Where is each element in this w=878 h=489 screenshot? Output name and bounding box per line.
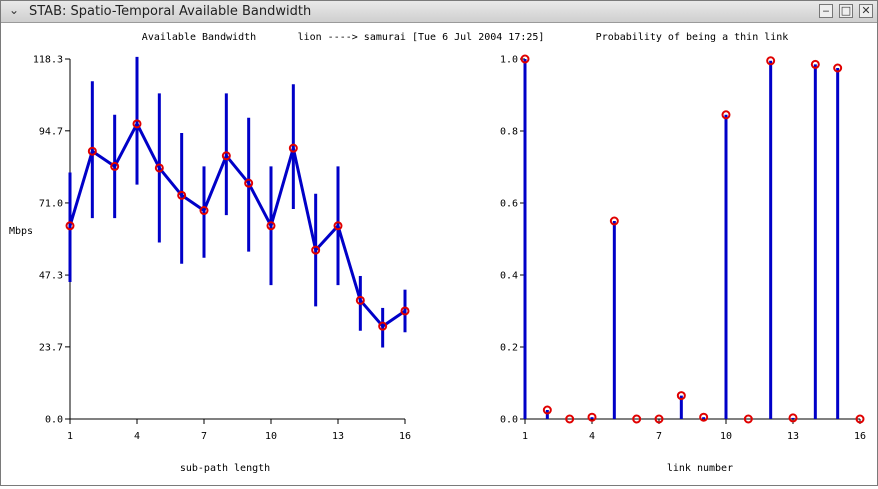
y-tick-label-0-4: 94.7: [39, 126, 63, 137]
y-tick-label-0-3: 71.0: [39, 198, 63, 209]
data-point-0-9: [266, 221, 276, 231]
x-tick-label-0-2: 7: [201, 431, 207, 442]
data-point-1-13: [810, 59, 820, 69]
data-point-1-12: [788, 413, 798, 423]
chart-title-1: Probability of being a thin link: [596, 32, 789, 43]
data-point-0-7: [221, 151, 231, 161]
data-point-0-11: [311, 245, 321, 255]
data-point-1-9: [721, 110, 731, 120]
x-tick-label-1-0: 1: [522, 431, 528, 442]
data-point-0-3: [132, 119, 142, 129]
y-tick-label-1-3: 0.6: [500, 199, 518, 210]
data-point-0-10: [288, 143, 298, 153]
data-point-1-1: [542, 405, 552, 415]
x-tick-label-1-5: 16: [854, 431, 866, 442]
x-tick-label-1-2: 7: [656, 431, 662, 442]
data-point-0-0: [65, 221, 75, 231]
series-line-0: [68, 122, 406, 328]
x-tick-label-0-3: 10: [265, 431, 277, 442]
plots-canvas: lion ----> samurai [Tue 6 Jul 2004 17:25…: [9, 32, 866, 474]
x-tick-label-0-0: 1: [67, 431, 73, 442]
y-tick-label-0-1: 23.7: [39, 342, 63, 353]
y-tick-label-1-1: 0.2: [500, 343, 518, 354]
data-point-1-3: [587, 412, 597, 422]
data-point-1-4: [609, 216, 619, 226]
x-tick-label-1-3: 10: [720, 431, 732, 442]
minimize-icon[interactable]: ‒: [819, 4, 833, 18]
y-axis-label-0: Mbps: [9, 226, 33, 237]
x-tick-label-0-4: 13: [332, 431, 344, 442]
maximize-icon[interactable]: □: [839, 4, 853, 18]
x-axis-label-0: sub-path length: [180, 463, 270, 474]
y-tick-label-1-5: 1.0: [500, 55, 518, 66]
data-point-1-15: [855, 414, 865, 424]
chevron-down-icon[interactable]: ⌄: [8, 3, 20, 17]
close-icon[interactable]: ✕: [859, 4, 873, 18]
data-point-0-6: [199, 206, 209, 216]
data-point-0-8: [244, 178, 254, 188]
plot-area: lion ----> samurai [Tue 6 Jul 2004 17:25…: [1, 23, 877, 485]
window-title: STAB: Spatio-Temporal Available Bandwidt…: [29, 4, 312, 19]
data-point-0-2: [110, 161, 120, 171]
y-tick-label-0-0: 0.0: [45, 415, 63, 426]
data-point-1-0: [520, 54, 530, 64]
data-point-1-2: [565, 414, 575, 424]
data-point-1-7: [676, 391, 686, 401]
data-point-1-8: [699, 412, 709, 422]
y-tick-label-1-2: 0.4: [500, 271, 518, 282]
x-tick-label-0-5: 16: [399, 431, 411, 442]
x-tick-label-0-1: 4: [134, 431, 140, 442]
x-tick-label-1-1: 4: [589, 431, 595, 442]
data-point-0-12: [333, 221, 343, 231]
chart-title-0: Available Bandwidth: [142, 32, 256, 43]
data-point-0-5: [177, 190, 187, 200]
data-point-0-13: [355, 295, 365, 305]
data-point-1-14: [833, 63, 843, 73]
data-point-0-15: [400, 306, 410, 316]
data-point-0-14: [378, 321, 388, 331]
y-tick-label-0-5: 118.3: [33, 55, 63, 66]
x-axis-label-1: link number: [667, 463, 733, 474]
data-point-1-10: [743, 414, 753, 424]
y-tick-label-1-4: 0.8: [500, 127, 518, 138]
data-point-1-6: [654, 414, 664, 424]
data-point-0-1: [87, 146, 97, 156]
y-tick-label-0-2: 47.3: [39, 271, 63, 282]
title-bar[interactable]: ⌄ STAB: Spatio-Temporal Available Bandwi…: [1, 1, 877, 23]
data-point-1-11: [766, 56, 776, 66]
data-point-0-4: [154, 163, 164, 173]
y-tick-label-1-0: 0.0: [500, 415, 518, 426]
path-label: lion ----> samurai [Tue 6 Jul 2004 17:25…: [298, 32, 545, 43]
x-tick-label-1-4: 13: [787, 431, 799, 442]
data-point-1-5: [632, 414, 642, 424]
